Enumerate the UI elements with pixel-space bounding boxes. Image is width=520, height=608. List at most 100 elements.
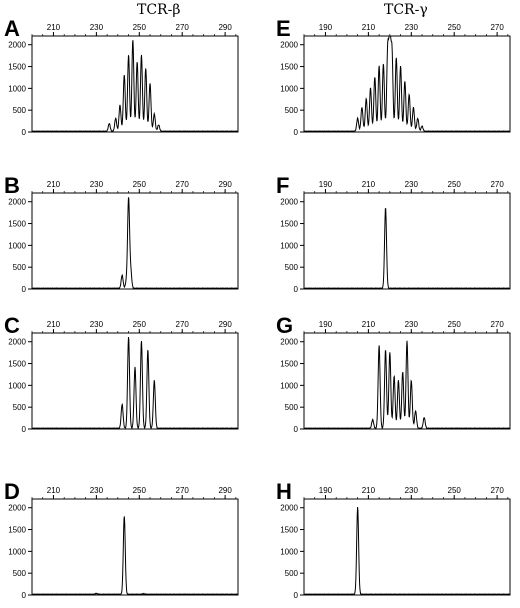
x-tick-label: 250 (448, 23, 462, 32)
x-tick-label: 190 (319, 23, 333, 32)
plot-frame (31, 35, 239, 133)
y-tick-label: 1000 (8, 381, 26, 390)
y-tick-label: 1500 (8, 63, 26, 72)
panel-e: E 190 210 230 250 270 0 500 1000 1500 2000 (276, 18, 516, 145)
y-tick-label: 2000 (8, 41, 26, 50)
trace-line (31, 336, 239, 430)
x-tick-label: 290 (218, 320, 232, 329)
panel-label: G (276, 313, 294, 338)
plot-frame (303, 498, 511, 596)
x-tick-label: 190 (319, 180, 333, 189)
panel-label: E (276, 16, 291, 41)
x-tick-label: 250 (133, 486, 147, 495)
x-tick-label: 290 (218, 486, 232, 495)
x-tick-label: 290 (218, 180, 232, 189)
electropherogram-b: 210 230 250 270 290 0 500 1000 1500 2000 (8, 180, 239, 294)
y-tick-label: 1500 (8, 526, 26, 535)
x-tick-label: 270 (490, 320, 504, 329)
y-tick-label: 1000 (280, 241, 298, 250)
panel-d: D 210 230 250 270 290 0 500 1000 1500 2000 (4, 481, 244, 608)
x-tick-label: 230 (405, 23, 419, 32)
x-tick-label: 210 (362, 23, 376, 32)
x-tick-label: 250 (448, 180, 462, 189)
x-tick-label: 210 (362, 180, 376, 189)
x-tick-label: 270 (176, 23, 190, 32)
electropherogram-c: 210 230 250 270 290 0 500 1000 1500 2000 (8, 320, 239, 434)
y-tick-label: 2000 (280, 198, 298, 207)
y-tick-label: 500 (13, 263, 27, 272)
plot-frame (31, 192, 239, 290)
x-tick-label: 210 (47, 23, 61, 32)
electropherogram-a: 210 230 250 270 290 0 500 1000 1500 2000 (8, 23, 239, 137)
panel-label: D (4, 479, 20, 504)
y-tick-label: 1000 (8, 547, 26, 556)
x-tick-label: 230 (405, 180, 419, 189)
electropherogram-e: 190 210 230 250 270 0 500 1000 1500 2000 (280, 23, 511, 137)
panel-f: F 190 210 230 250 270 0 500 1000 1500 2000 (276, 175, 516, 302)
y-tick-label: 1000 (280, 84, 298, 93)
x-tick-label: 230 (90, 486, 104, 495)
panel-h: H 190 210 230 250 270 0 500 1000 1500 2000 (276, 481, 516, 608)
plot-frame (31, 332, 239, 430)
panel-label: C (4, 313, 20, 338)
y-tick-label: 1000 (280, 381, 298, 390)
x-tick-label: 270 (490, 486, 504, 495)
plot-frame (303, 192, 511, 290)
x-tick-label: 230 (90, 23, 104, 32)
panel-c: C 210 230 250 270 290 0 500 1000 1500 2000 (4, 315, 244, 442)
x-tick-label: 250 (448, 486, 462, 495)
trace-line (31, 40, 239, 133)
plot-frame (303, 332, 511, 430)
x-tick-label: 210 (47, 320, 61, 329)
electropherogram-d: 210 230 250 270 290 0 500 1000 1500 2000 (8, 486, 239, 600)
y-tick-label: 0 (22, 425, 27, 434)
column-title-tcr-beta: TCR-β (137, 2, 181, 18)
y-tick-label: 2000 (280, 504, 298, 513)
electropherogram-f: 190 210 230 250 270 0 500 1000 1500 2000 (280, 180, 511, 294)
y-tick-label: 2000 (8, 504, 26, 513)
y-tick-label: 500 (13, 403, 27, 412)
y-tick-label: 2000 (8, 338, 26, 347)
trace-line (303, 208, 511, 290)
trace-line (303, 35, 511, 133)
panel-label: H (276, 479, 292, 504)
x-tick-label: 230 (405, 486, 419, 495)
panel-a: A 210 230 250 270 290 0 500 1000 1500 2000 (4, 18, 244, 145)
y-tick-label: 1500 (280, 63, 298, 72)
y-tick-label: 0 (22, 128, 27, 137)
x-tick-label: 250 (448, 320, 462, 329)
y-tick-label: 1000 (8, 84, 26, 93)
y-tick-label: 500 (13, 569, 27, 578)
trace-line (31, 197, 239, 290)
y-tick-label: 1000 (280, 547, 298, 556)
plot-frame (31, 498, 239, 596)
x-tick-label: 250 (133, 23, 147, 32)
x-tick-label: 250 (133, 320, 147, 329)
x-tick-label: 270 (490, 180, 504, 189)
x-tick-label: 250 (133, 180, 147, 189)
panel-label: A (4, 16, 20, 41)
y-tick-label: 500 (13, 106, 27, 115)
y-tick-label: 1500 (280, 360, 298, 369)
y-tick-label: 500 (285, 403, 299, 412)
y-tick-label: 1500 (8, 360, 26, 369)
x-tick-label: 210 (362, 320, 376, 329)
y-tick-label: 1500 (280, 526, 298, 535)
x-tick-label: 290 (218, 23, 232, 32)
trace-line (31, 516, 239, 596)
trace-line (303, 340, 511, 430)
y-tick-label: 0 (294, 285, 299, 294)
y-tick-label: 500 (285, 263, 299, 272)
x-tick-label: 270 (176, 180, 190, 189)
y-tick-label: 1500 (8, 220, 26, 229)
x-tick-label: 190 (319, 320, 333, 329)
trace-line (303, 507, 511, 596)
y-tick-label: 0 (294, 128, 299, 137)
x-tick-label: 230 (405, 320, 419, 329)
electropherogram-g: 190 210 230 250 270 0 500 1000 1500 2000 (280, 320, 511, 434)
y-tick-label: 2000 (280, 41, 298, 50)
y-tick-label: 500 (285, 106, 299, 115)
electropherogram-h: 190 210 230 250 270 0 500 1000 1500 2000 (280, 486, 511, 600)
x-tick-label: 230 (90, 320, 104, 329)
panel-b: B 210 230 250 270 290 0 500 1000 1500 2000 (4, 175, 244, 302)
